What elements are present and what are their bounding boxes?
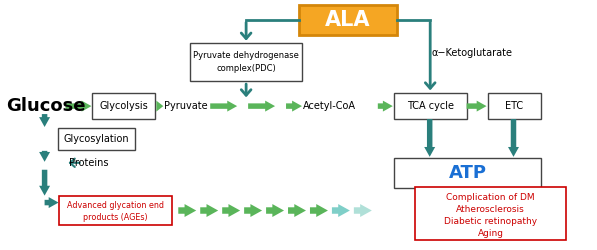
Bar (415, 187, 567, 240)
Text: Glycosylation: Glycosylation (64, 134, 130, 144)
Text: Acetyl-CoA: Acetyl-CoA (303, 101, 356, 111)
Bar (394, 93, 467, 119)
Text: Advanced glycation end: Advanced glycation end (67, 201, 164, 210)
Bar (57, 128, 136, 150)
Polygon shape (179, 204, 196, 217)
Polygon shape (378, 101, 393, 112)
Polygon shape (332, 204, 350, 217)
Polygon shape (354, 204, 372, 217)
Text: Diabetic retinopathy: Diabetic retinopathy (444, 217, 537, 226)
Text: Complication of DM: Complication of DM (446, 193, 535, 202)
Text: Proteins: Proteins (69, 158, 108, 168)
Polygon shape (508, 119, 519, 157)
Polygon shape (66, 101, 91, 112)
Polygon shape (200, 204, 218, 217)
Polygon shape (156, 101, 164, 112)
Polygon shape (288, 204, 306, 217)
Text: ATP: ATP (448, 164, 487, 182)
Bar (394, 158, 541, 188)
Bar (93, 93, 155, 119)
Polygon shape (266, 204, 284, 217)
Text: Pyruvate: Pyruvate (164, 101, 208, 111)
Text: ETC: ETC (506, 101, 524, 111)
Text: TCA cycle: TCA cycle (407, 101, 454, 111)
Text: complex(PDC): complex(PDC) (216, 64, 276, 73)
Text: α−Ketoglutarate: α−Ketoglutarate (432, 48, 513, 58)
Polygon shape (244, 204, 262, 217)
Polygon shape (424, 119, 435, 157)
Polygon shape (39, 114, 50, 127)
Bar (488, 93, 541, 119)
Text: Atherosclerosis: Atherosclerosis (456, 205, 525, 214)
Polygon shape (310, 204, 328, 217)
Bar (299, 5, 397, 34)
Bar (59, 196, 173, 226)
Polygon shape (467, 101, 487, 112)
Text: Aging: Aging (478, 229, 503, 238)
Polygon shape (39, 170, 50, 196)
Text: products (AGEs): products (AGEs) (83, 213, 147, 222)
Bar (190, 44, 302, 81)
Text: Glycolysis: Glycolysis (100, 101, 148, 111)
Text: Glucose: Glucose (6, 97, 85, 115)
Text: Pyruvate dehydrogenase: Pyruvate dehydrogenase (193, 51, 299, 60)
Polygon shape (222, 204, 240, 217)
Polygon shape (45, 197, 59, 208)
Polygon shape (39, 151, 50, 162)
Polygon shape (248, 101, 275, 112)
Polygon shape (286, 101, 302, 112)
Polygon shape (210, 101, 237, 112)
Text: ALA: ALA (325, 10, 371, 29)
